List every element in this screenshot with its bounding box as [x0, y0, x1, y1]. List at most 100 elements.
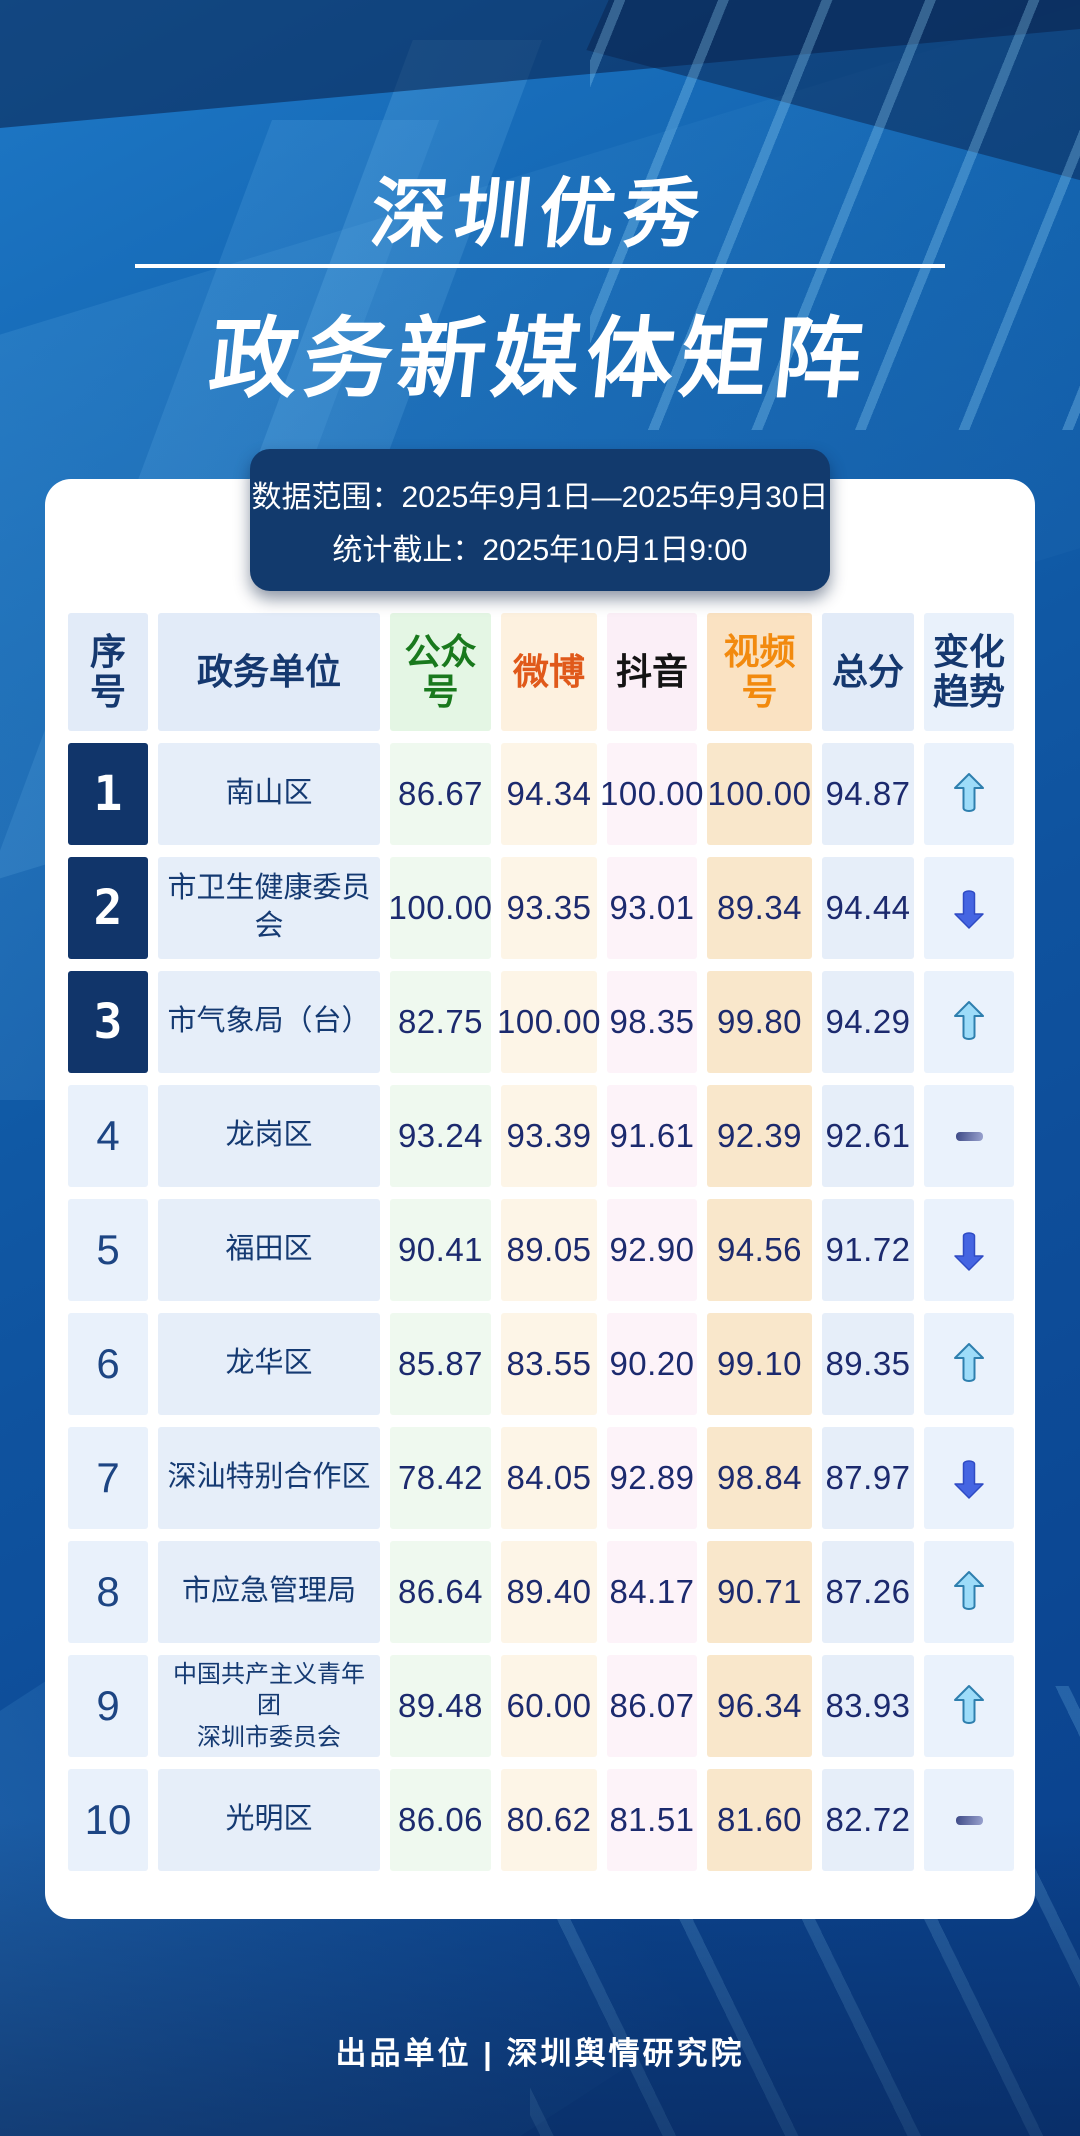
score-douyin-cell: 92.90	[607, 1199, 697, 1301]
unit-cell: 龙岗区	[158, 1085, 380, 1187]
rank-cell: 8	[68, 1541, 148, 1643]
stats-cutoff-text: 统计截止：2025年10月1日9:00	[332, 533, 748, 567]
score-shipinhao-cell: 98.84	[707, 1427, 812, 1529]
score-weibo-cell: 94.34	[501, 743, 597, 845]
date-range-text: 数据范围：2025年9月1日—2025年9月30日	[251, 480, 829, 514]
column-header-rank: 序号	[68, 613, 148, 731]
trend-down-icon	[954, 890, 984, 929]
rank-cell: 5	[68, 1199, 148, 1301]
unit-cell: 龙华区	[158, 1313, 380, 1415]
date-banner: 数据范围：2025年9月1日—2025年9月30日 统计截止：2025年10月1…	[250, 449, 830, 591]
score-total-cell: 87.26	[822, 1541, 914, 1643]
score-gongzhonghao-cell: 86.06	[390, 1769, 491, 1871]
unit-cell: 光明区	[158, 1769, 380, 1871]
score-shipinhao-cell: 89.34	[707, 857, 812, 959]
score-shipinhao-cell: 96.34	[707, 1655, 812, 1757]
trend-up-icon	[954, 1001, 984, 1040]
trend-down-icon	[954, 1460, 984, 1499]
unit-cell: 中国共产主义青年团 深圳市委员会	[158, 1655, 380, 1757]
score-total-cell: 94.87	[822, 743, 914, 845]
score-gongzhonghao-cell: 89.48	[390, 1655, 491, 1757]
trend-cell	[924, 1313, 1014, 1415]
score-weibo-cell: 60.00	[501, 1655, 597, 1757]
trend-cell	[924, 857, 1014, 959]
rank-cell: 2	[68, 857, 148, 959]
rank-cell: 9	[68, 1655, 148, 1757]
score-gongzhonghao-cell: 86.64	[390, 1541, 491, 1643]
score-weibo-cell: 89.40	[501, 1541, 597, 1643]
column-header-unit: 政务单位	[158, 613, 380, 731]
score-douyin-cell: 86.07	[607, 1655, 697, 1757]
column-header-trend: 变化趋势	[924, 613, 1014, 731]
title-divider	[135, 264, 945, 268]
score-total-cell: 92.61	[822, 1085, 914, 1187]
unit-cell: 南山区	[158, 743, 380, 845]
score-weibo-cell: 84.05	[501, 1427, 597, 1529]
score-douyin-cell: 90.20	[607, 1313, 697, 1415]
score-total-cell: 87.97	[822, 1427, 914, 1529]
score-total-cell: 83.93	[822, 1655, 914, 1757]
score-shipinhao-cell: 94.56	[707, 1199, 812, 1301]
trend-cell	[924, 971, 1014, 1073]
trend-flat-icon	[955, 1131, 983, 1141]
score-douyin-cell: 98.35	[607, 971, 697, 1073]
trend-cell	[924, 1541, 1014, 1643]
unit-cell: 福田区	[158, 1199, 380, 1301]
score-weibo-cell: 89.05	[501, 1199, 597, 1301]
bg-shard-dark-top	[0, 0, 1080, 128]
rank-cell: 10	[68, 1769, 148, 1871]
score-gongzhonghao-cell: 86.67	[390, 743, 491, 845]
score-shipinhao-cell: 92.39	[707, 1085, 812, 1187]
score-gongzhonghao-cell: 90.41	[390, 1199, 491, 1301]
unit-cell: 市卫生健康委员会	[158, 857, 380, 959]
score-shipinhao-cell: 99.10	[707, 1313, 812, 1415]
rank-cell: 1	[68, 743, 148, 845]
trend-cell	[924, 1085, 1014, 1187]
score-total-cell: 82.72	[822, 1769, 914, 1871]
score-weibo-cell: 100.00	[497, 971, 600, 1073]
unit-cell: 市气象局（台）	[158, 971, 380, 1073]
column-header-gongzhonghao: 公众号	[390, 613, 491, 731]
score-total-cell: 91.72	[822, 1199, 914, 1301]
trend-cell	[924, 1655, 1014, 1757]
score-douyin-cell: 92.89	[607, 1427, 697, 1529]
score-gongzhonghao-cell: 85.87	[390, 1313, 491, 1415]
rank-cell: 4	[68, 1085, 148, 1187]
unit-cell: 深汕特别合作区	[158, 1427, 380, 1529]
rank-cell: 6	[68, 1313, 148, 1415]
score-total-cell: 94.29	[822, 971, 914, 1073]
score-shipinhao-cell: 90.71	[707, 1541, 812, 1643]
score-douyin-cell: 91.61	[607, 1085, 697, 1187]
ranking-table: 序号 政务单位 公众号 微博 抖音 视频号 总分 变化趋势 1 南山区 86.67 94.34 100.…	[68, 613, 1014, 1871]
score-gongzhonghao-cell: 100.00	[389, 857, 492, 959]
score-gongzhonghao-cell: 93.24	[390, 1085, 491, 1187]
score-total-cell: 94.44	[822, 857, 914, 959]
trend-cell	[924, 1427, 1014, 1529]
trend-up-icon	[954, 1685, 984, 1724]
score-douyin-cell: 84.17	[607, 1541, 697, 1643]
score-gongzhonghao-cell: 82.75	[390, 971, 491, 1073]
ranking-card: 序号 政务单位 公众号 微博 抖音 视频号 总分 变化趋势 1 南山区 86.67 94.34 100.…	[45, 479, 1035, 1919]
trend-up-icon	[954, 1571, 984, 1610]
page-title-line2: 政务新媒体矩阵	[205, 309, 874, 408]
score-shipinhao-cell: 100.00	[707, 743, 812, 845]
score-douyin-cell: 81.51	[607, 1769, 697, 1871]
column-header-weibo: 微博	[501, 613, 597, 731]
trend-up-icon	[954, 1343, 984, 1382]
score-total-cell: 89.35	[822, 1313, 914, 1415]
footer-credit: 出品单位 | 深圳舆情研究院	[335, 2036, 745, 2071]
score-shipinhao-cell: 81.60	[707, 1769, 812, 1871]
score-douyin-cell: 100.00	[600, 743, 703, 845]
column-header-shipinhao: 视频号	[707, 613, 812, 731]
trend-cell	[924, 1769, 1014, 1871]
trend-flat-icon	[955, 1815, 983, 1825]
score-weibo-cell: 93.35	[501, 857, 597, 959]
score-shipinhao-cell: 99.80	[707, 971, 812, 1073]
score-douyin-cell: 93.01	[607, 857, 697, 959]
column-header-douyin: 抖音	[607, 613, 697, 731]
score-weibo-cell: 80.62	[501, 1769, 597, 1871]
score-gongzhonghao-cell: 78.42	[390, 1427, 491, 1529]
page-title-line1: 深圳优秀	[366, 172, 712, 257]
trend-cell	[924, 1199, 1014, 1301]
score-weibo-cell: 93.39	[501, 1085, 597, 1187]
